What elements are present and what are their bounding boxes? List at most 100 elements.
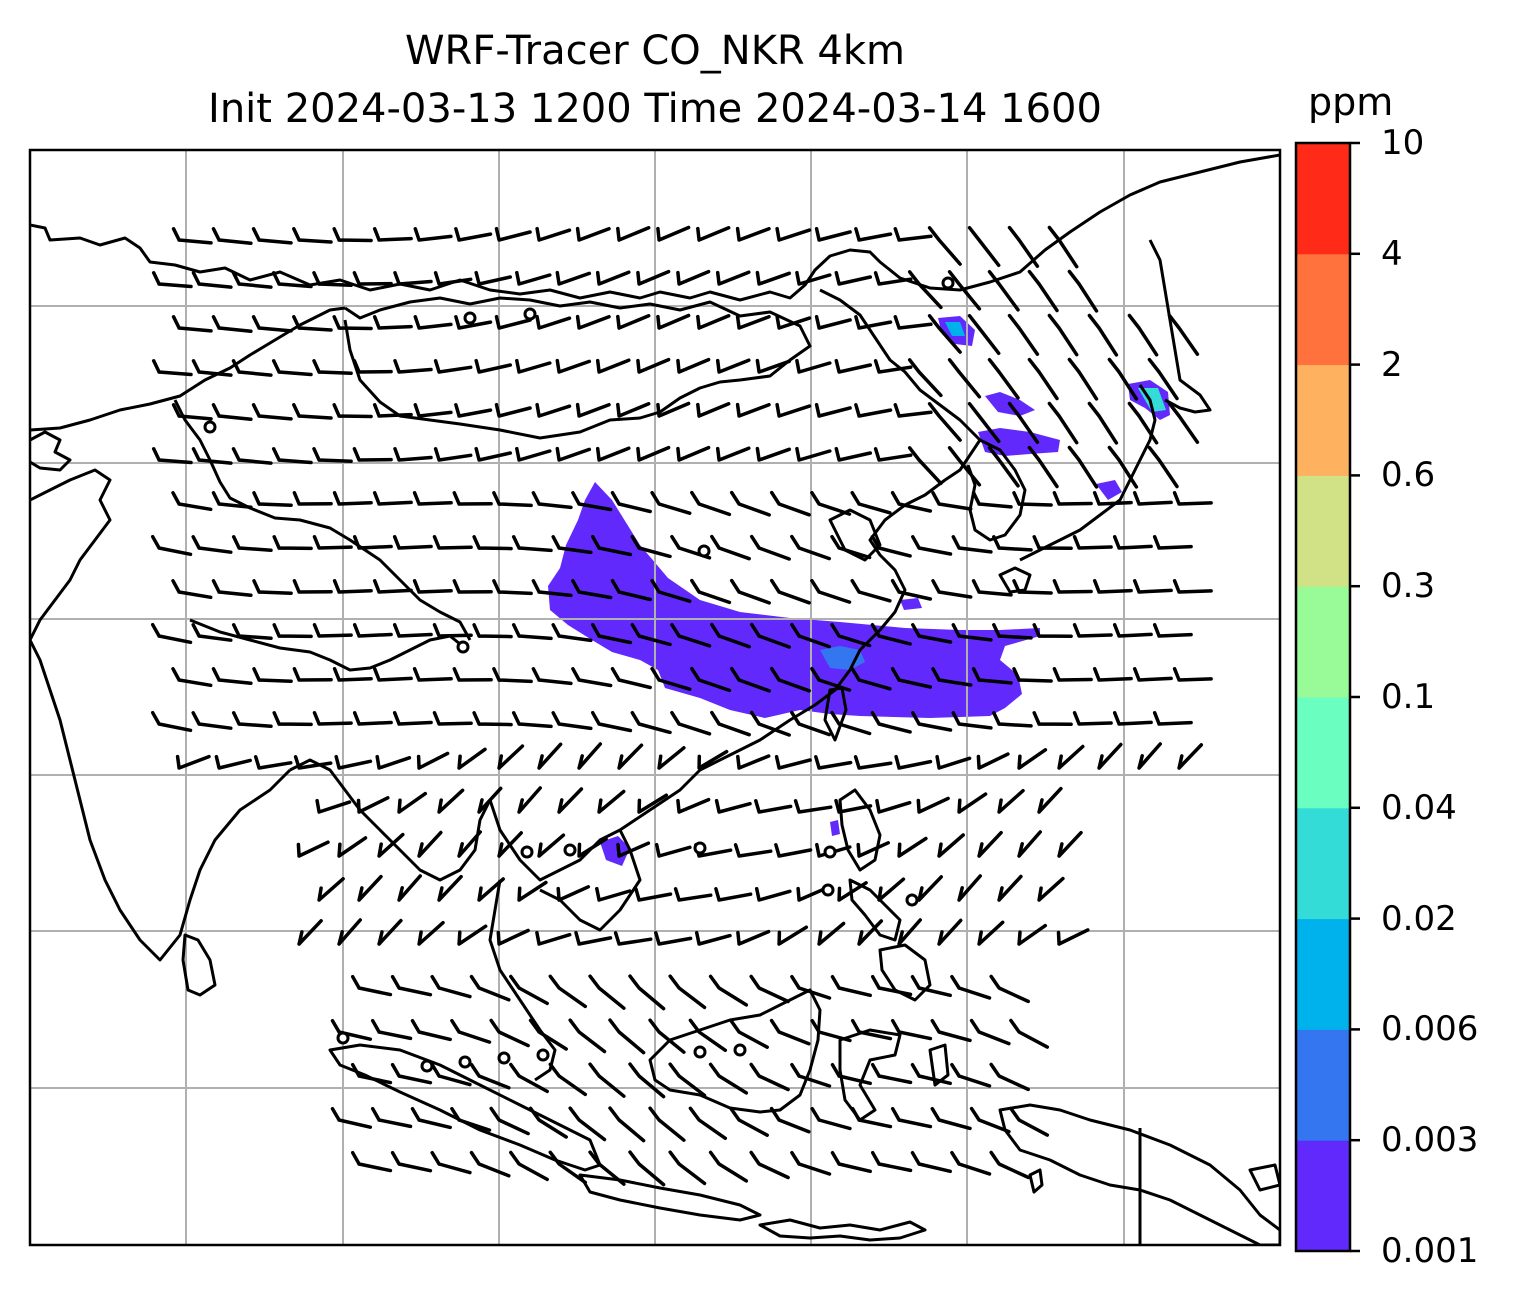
wind-barb xyxy=(950,974,992,1000)
wind-barb xyxy=(231,623,273,640)
colorbar-segment xyxy=(1296,1140,1350,1252)
wind-barb xyxy=(755,270,792,286)
wind-barb xyxy=(535,314,572,330)
wind-barb xyxy=(890,1018,933,1041)
wind-barb xyxy=(673,887,713,902)
wind-barb xyxy=(774,754,812,770)
wind-barb xyxy=(616,841,651,858)
wind-barb xyxy=(907,270,943,310)
wind-barb xyxy=(610,490,652,514)
wind-barb xyxy=(332,491,373,506)
wind-barb xyxy=(588,1062,626,1098)
station-marker xyxy=(336,1031,350,1045)
colorbar-segment xyxy=(1296,475,1350,587)
station-marker xyxy=(536,1048,550,1062)
wind-barb xyxy=(296,840,330,858)
wind-barb xyxy=(432,711,473,726)
wind-barb xyxy=(1047,225,1079,269)
wind-barb xyxy=(577,742,603,770)
coastline-timor xyxy=(1028,1168,1044,1194)
wind-barb xyxy=(372,315,413,330)
wind-barb xyxy=(977,920,1005,946)
coastline-philippines-visayas xyxy=(848,878,902,942)
wind-barb xyxy=(509,974,549,1006)
wind-barb xyxy=(729,1018,769,1049)
wind-barb xyxy=(494,226,532,242)
wind-barb xyxy=(292,491,333,506)
station-marker xyxy=(420,1059,434,1073)
wind-barb xyxy=(450,1018,492,1044)
wind-barb xyxy=(430,1150,472,1175)
wind-barb xyxy=(551,711,593,731)
wind-barb xyxy=(452,667,493,682)
wind-barb xyxy=(595,270,631,286)
wind-barb xyxy=(595,446,631,462)
coastline-lesser-sunda xyxy=(758,1218,927,1242)
wind-barb xyxy=(171,491,213,512)
wind-barb xyxy=(1027,445,1059,489)
wind-barb xyxy=(511,623,553,641)
wind-barb xyxy=(696,314,731,330)
wind-barb xyxy=(877,877,906,902)
wind-barb xyxy=(648,1106,686,1142)
wind-barb xyxy=(417,920,445,946)
wind-barb xyxy=(437,788,465,814)
wind-barb xyxy=(927,314,962,354)
wind-barb xyxy=(715,358,751,374)
wind-barb xyxy=(292,227,333,244)
wind-barb xyxy=(1167,313,1200,356)
wind-barb xyxy=(790,534,832,561)
wind-barb xyxy=(551,535,593,555)
colorbar-tick-label: 0.04 xyxy=(1381,787,1457,828)
wind-barb xyxy=(575,314,611,330)
wind-barb xyxy=(472,711,513,727)
wind-barb xyxy=(749,1150,790,1180)
wind-barb xyxy=(735,314,771,330)
coastline-manchuria xyxy=(819,288,982,442)
wind-barb xyxy=(777,925,809,946)
wind-barb xyxy=(976,752,1010,770)
wind-barb xyxy=(474,270,513,286)
wind-barb xyxy=(997,788,1025,814)
wind-barb xyxy=(810,578,852,604)
wind-barb xyxy=(511,711,553,729)
wind-barb xyxy=(1067,357,1099,401)
wind-barb xyxy=(477,786,503,814)
wind-barb xyxy=(332,579,373,594)
wind-barb xyxy=(312,359,353,376)
wind-barb xyxy=(492,667,533,684)
wind-barb xyxy=(870,974,913,997)
coastline-caspian xyxy=(30,430,72,472)
coastline-sumatra xyxy=(328,1043,602,1172)
wind-barb xyxy=(1017,830,1042,858)
wind-barb xyxy=(1107,357,1139,401)
wind-barb xyxy=(454,227,493,242)
wind-barb xyxy=(690,578,732,605)
wind-barb xyxy=(814,314,852,330)
wind-barb xyxy=(729,1106,769,1137)
wind-barb xyxy=(497,744,525,770)
wind-barb xyxy=(211,227,253,245)
coastline-sulawesi xyxy=(838,1028,902,1122)
wind-barb xyxy=(810,666,852,692)
wind-barb xyxy=(437,874,463,902)
wind-barb xyxy=(774,843,813,858)
wind-barb xyxy=(231,271,273,289)
wind-barb xyxy=(951,623,993,642)
wind-barb xyxy=(1009,1018,1050,1049)
colorbar xyxy=(1294,141,1360,1253)
tracer-plume-philippines xyxy=(830,820,840,836)
wind-barb xyxy=(312,447,353,464)
wind-barb xyxy=(1017,748,1048,770)
wind-barb xyxy=(729,578,771,605)
wind-barb xyxy=(175,754,211,770)
wind-barb xyxy=(834,270,873,286)
wind-barb xyxy=(854,227,893,242)
wind-barb xyxy=(357,874,383,902)
wind-barb xyxy=(837,881,868,902)
wind-barb xyxy=(997,874,1023,902)
wind-barb xyxy=(211,491,253,509)
wind-barb xyxy=(893,403,933,418)
wind-barb xyxy=(1172,667,1213,682)
